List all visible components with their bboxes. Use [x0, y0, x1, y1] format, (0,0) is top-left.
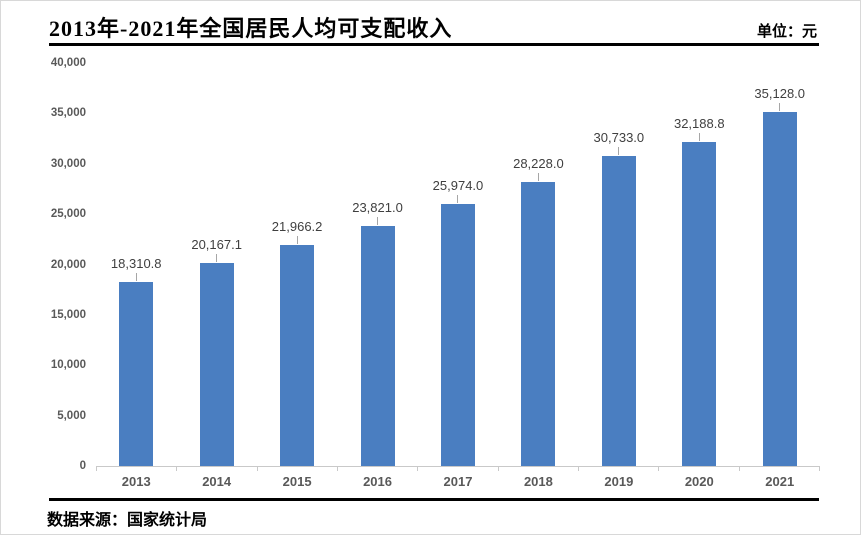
- bar-value-label: 23,821.0: [352, 200, 403, 215]
- x-axis-tick: [177, 467, 258, 471]
- x-axis-tick: [97, 467, 178, 471]
- bar-value-label: 35,128.0: [754, 86, 806, 101]
- y-axis: 40,000 35,000 30,000 25,000 20,000 15,000 10,0…: [1, 1, 86, 481]
- x-axis-tick: [740, 467, 820, 471]
- label-leader-line: [135, 273, 137, 281]
- bar: [682, 142, 717, 466]
- bar-column: 32,188.8: [659, 63, 739, 466]
- x-tick-label: 2021: [765, 474, 795, 489]
- y-tick-label: 25,000: [50, 208, 86, 221]
- label-leader-line: [296, 236, 298, 244]
- bar-column: 21,966.2: [257, 63, 337, 466]
- bar-column: 28,228.0: [498, 63, 578, 466]
- x-tick-label: 2013: [121, 474, 151, 489]
- bar-value-label: 28,228.0: [513, 156, 564, 171]
- x-tick-label: 2020: [684, 474, 714, 489]
- y-tick-label: 15,000: [50, 308, 86, 321]
- bar: [601, 156, 636, 466]
- chart-title: 2013年-2021年全国居民人均可支配收入: [49, 16, 453, 41]
- y-tick-label: 0: [79, 460, 86, 472]
- bar-column: 35,128.0: [740, 63, 820, 466]
- x-axis-tick: [418, 467, 499, 471]
- x-axis-tick: [338, 467, 419, 471]
- footer-divider-line: [49, 498, 819, 501]
- bar: [440, 204, 475, 466]
- bar-column: 23,821.0: [337, 63, 417, 466]
- x-tick-label: 2018: [523, 474, 553, 489]
- y-tick-label: 30,000: [50, 157, 86, 170]
- bar: [199, 263, 234, 466]
- plot-area: 18,310.8 20,167.1 21,966.2 23,821.0 25,974.0…: [96, 63, 820, 466]
- bar: [360, 226, 395, 466]
- x-tick-label: 2017: [443, 474, 473, 489]
- label-leader-line: [618, 147, 620, 155]
- bar-column: 20,167.1: [176, 63, 256, 466]
- y-tick-label: 5,000: [57, 409, 86, 422]
- bar-value-label: 18,310.8: [110, 256, 162, 271]
- title-divider-line: [49, 43, 819, 46]
- data-source-label: 数据来源：国家统计局: [47, 512, 208, 529]
- y-tick-label: 10,000: [50, 359, 86, 372]
- label-leader-line: [377, 217, 379, 225]
- y-tick-label: 40,000: [50, 57, 86, 69]
- unit-label: 单位：元: [756, 24, 817, 40]
- label-leader-line: [779, 103, 781, 111]
- y-tick-label: 35,000: [50, 107, 86, 120]
- bar: [762, 112, 797, 466]
- bar-value-label: 20,167.1: [191, 237, 242, 252]
- label-leader-line: [457, 195, 459, 203]
- bar-value-label: 21,966.2: [271, 219, 323, 234]
- x-axis-labels: 2013 2014 2015 2016 2017 2018 2019 2020 2021: [96, 474, 820, 489]
- x-axis-tick: [258, 467, 338, 471]
- x-tick-label: 2014: [202, 474, 232, 489]
- bar-column: 30,733.0: [579, 63, 659, 466]
- x-axis-tick: [579, 467, 660, 471]
- x-tick-label: 2019: [604, 474, 634, 489]
- x-axis-line: [96, 466, 820, 471]
- y-tick-label: 20,000: [50, 258, 86, 271]
- bar: [521, 182, 556, 466]
- x-tick-label: 2015: [282, 474, 312, 489]
- x-tick-label: 2016: [363, 474, 392, 489]
- bar-value-label: 25,974.0: [432, 178, 484, 193]
- x-axis-tick: [499, 467, 579, 471]
- bar: [280, 245, 315, 466]
- x-axis-tick: [659, 467, 740, 471]
- bar-value-label: 32,188.8: [673, 116, 725, 131]
- bar: [119, 282, 154, 466]
- label-leader-line: [698, 133, 700, 141]
- bar-column: 18,310.8: [96, 63, 176, 466]
- bar-value-label: 30,733.0: [593, 130, 645, 145]
- label-leader-line: [537, 173, 539, 181]
- label-leader-line: [216, 254, 218, 262]
- bar-column: 25,974.0: [418, 63, 498, 466]
